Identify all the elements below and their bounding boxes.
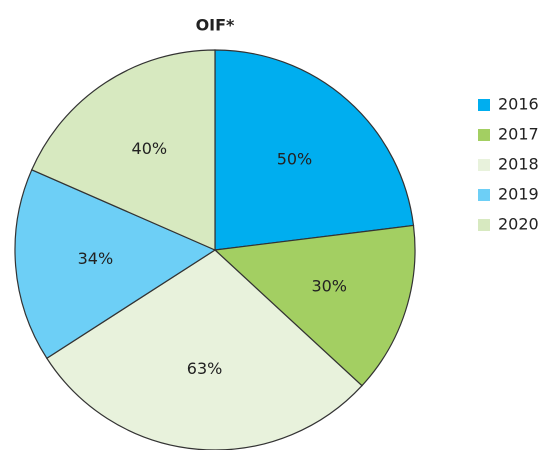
legend-label: 2019	[498, 185, 539, 204]
pie-slice	[45, 249, 363, 450]
legend-label: 2020	[498, 215, 539, 234]
pie-slice	[14, 169, 217, 360]
value-label: 63%	[187, 359, 223, 378]
legend-swatch	[478, 159, 490, 171]
value-label: 30%	[311, 276, 347, 295]
pie-slice	[214, 49, 415, 251]
pie-slice	[30, 49, 216, 251]
value-label: 50%	[277, 150, 313, 169]
legend-label: 2018	[498, 155, 539, 174]
legend-swatch	[478, 129, 490, 141]
legend-swatch	[478, 189, 490, 201]
legend-label: 2016	[498, 95, 539, 114]
legend-swatch	[478, 99, 490, 111]
legend-label: 2017	[498, 125, 539, 144]
value-label: 40%	[132, 139, 168, 158]
legend-swatch	[478, 219, 490, 231]
chart-title: OIF*	[196, 16, 235, 35]
pie-slice	[213, 224, 416, 387]
value-label: 34%	[78, 249, 114, 268]
